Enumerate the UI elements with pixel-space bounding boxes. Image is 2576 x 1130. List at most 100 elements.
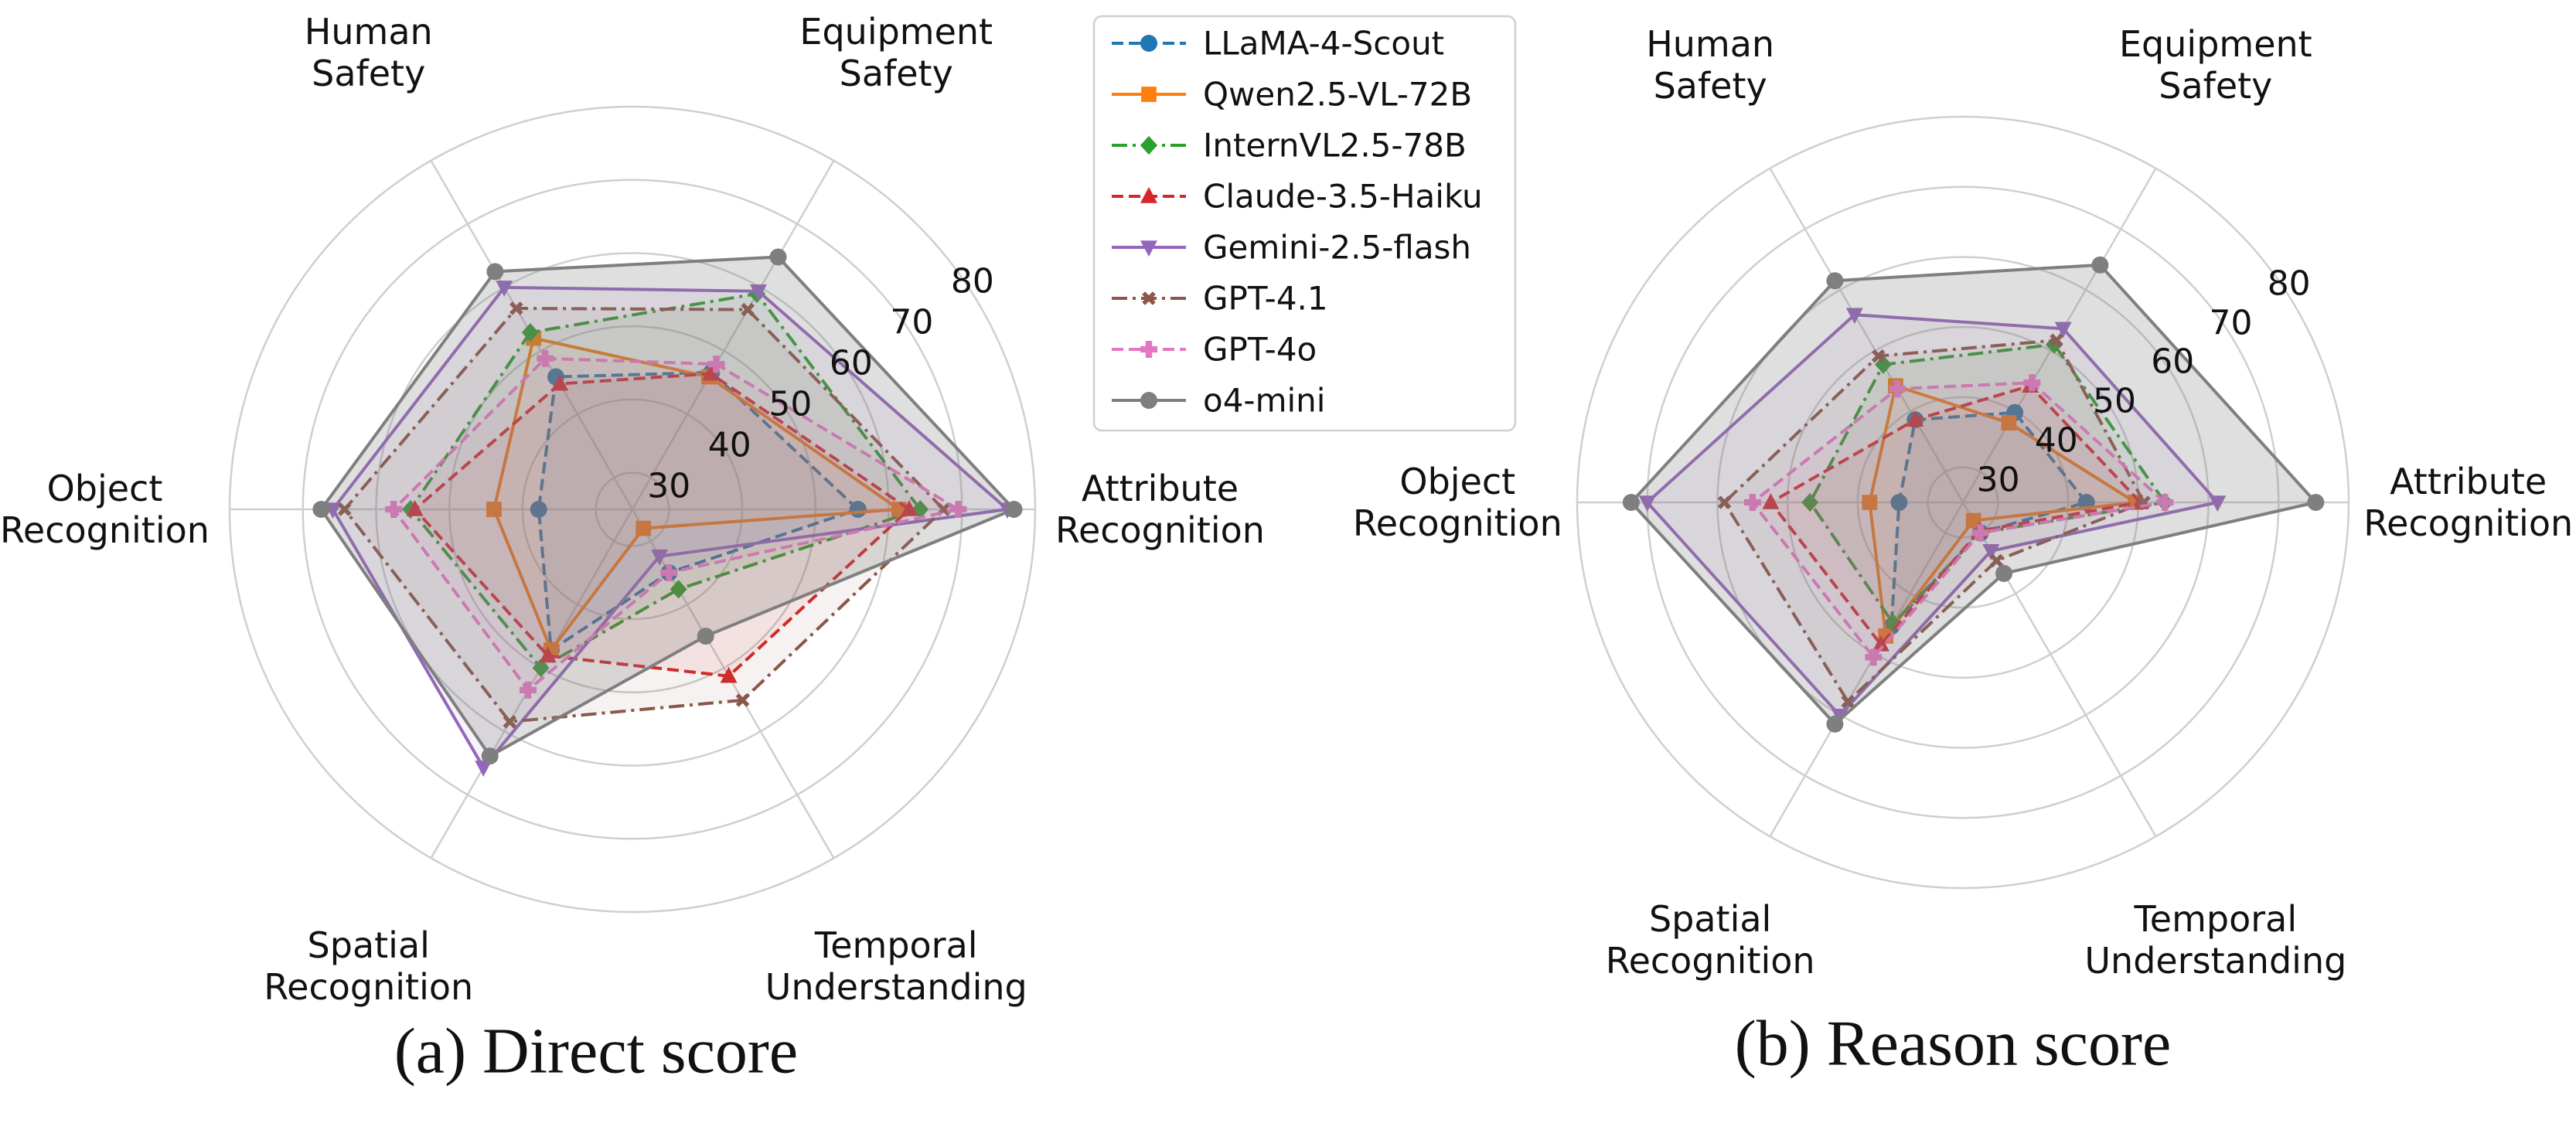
spoke — [430, 509, 634, 859]
data-point — [2054, 322, 2072, 339]
data-point — [735, 693, 750, 707]
spoke — [631, 160, 835, 510]
r-tick-label: 40 — [707, 425, 751, 465]
data-point — [481, 747, 499, 765]
r-tick-label: 50 — [2093, 381, 2137, 421]
legend-marker — [1142, 291, 1156, 305]
data-point — [1717, 495, 1732, 509]
axis-label: Object Recognition — [1352, 461, 1562, 544]
r-tick-label: 30 — [1976, 460, 2020, 500]
data-point — [539, 646, 557, 663]
spoke — [1769, 502, 1964, 837]
axis-label: Attribute Recognition — [1055, 468, 1265, 551]
data-point — [521, 323, 539, 342]
r-tick-label: 70 — [2209, 303, 2253, 343]
data-point — [2001, 415, 2017, 431]
data-point — [486, 263, 504, 281]
data-point — [651, 549, 669, 566]
axis-label: Equipment Safety — [799, 10, 993, 94]
data-point — [901, 499, 918, 516]
data-point — [503, 715, 517, 729]
data-point — [475, 761, 492, 777]
data-point — [2307, 494, 2325, 511]
data-point — [520, 681, 537, 699]
legend-box — [1092, 15, 1517, 432]
data-point — [707, 356, 725, 373]
legend-label: InternVL2.5-78B — [1203, 126, 1467, 165]
data-point — [1826, 272, 1844, 290]
data-point — [670, 580, 687, 599]
data-point — [2023, 374, 2041, 392]
axis-label: Attribute Recognition — [2363, 461, 2574, 544]
axis-label: Human Safety — [1646, 22, 1775, 107]
subplot-title: (b) Reason score — [1734, 1007, 2172, 1080]
data-point — [1005, 501, 1023, 518]
axis-label: Human Safety — [304, 10, 433, 94]
data-point — [1875, 355, 1893, 374]
data-point — [532, 658, 550, 678]
data-point — [2156, 494, 2174, 511]
data-point — [1638, 495, 1656, 512]
data-point — [1831, 708, 1849, 725]
data-point — [749, 284, 767, 301]
legend-marker — [1140, 240, 1157, 257]
data-point — [509, 301, 523, 315]
data-point — [496, 281, 513, 297]
r-tick-label: 80 — [2267, 264, 2311, 304]
r-tick-label: 30 — [647, 466, 691, 505]
legend-marker — [1140, 135, 1157, 155]
data-point — [1826, 715, 1844, 733]
data-point — [312, 501, 330, 518]
data-point — [2050, 333, 2063, 348]
data-point — [1982, 544, 2000, 560]
data-point — [337, 502, 352, 516]
data-point — [702, 364, 720, 381]
data-point — [1862, 495, 1878, 510]
legend-label: Qwen2.5-VL-72B — [1203, 75, 1473, 114]
data-point — [1971, 524, 1989, 542]
data-point — [385, 501, 403, 518]
data-point — [1995, 564, 2013, 582]
legend-label: o4-mini — [1203, 381, 1326, 420]
data-point — [660, 564, 678, 582]
data-point — [1845, 308, 1863, 325]
r-tick-label: 80 — [950, 261, 994, 301]
data-point — [530, 501, 547, 518]
r-tick-label: 40 — [2034, 420, 2078, 461]
legend-marker — [1141, 87, 1157, 102]
legend-marker — [1140, 392, 1157, 409]
r-tick-label: 60 — [2151, 342, 2195, 382]
data-point — [1841, 694, 1855, 709]
data-point — [486, 502, 502, 517]
data-point — [537, 349, 554, 367]
data-point — [1622, 494, 1640, 511]
subplot-title: (a) Direct score — [394, 1015, 799, 1087]
data-point — [697, 628, 714, 645]
r-tick-label: 50 — [768, 384, 813, 424]
axis-label: Equipment Safety — [2118, 22, 2312, 107]
legend-marker — [1140, 341, 1157, 358]
data-point — [769, 248, 787, 266]
legend-label: Claude-3.5-Haiku — [1203, 177, 1483, 216]
data-point — [1743, 494, 1761, 511]
data-point — [1989, 553, 2004, 568]
legend-marker — [1140, 186, 1157, 203]
data-point — [1872, 635, 1889, 652]
axis-label: Temporal Understanding — [2084, 898, 2347, 982]
data-point — [406, 499, 424, 516]
legend-label: GPT-4.1 — [1203, 279, 1328, 318]
spoke — [1769, 168, 1964, 503]
data-point — [949, 501, 967, 518]
axis-label: Object Recognition — [0, 468, 210, 551]
data-point — [720, 666, 738, 683]
data-point — [1890, 494, 1908, 511]
axis-label: Temporal Understanding — [765, 924, 1027, 1009]
data-point — [635, 520, 652, 536]
data-point — [1906, 410, 1924, 427]
legend-label: Gemini-2.5-flash — [1203, 228, 1472, 267]
legend-marker — [1140, 35, 1157, 52]
axis-label: Spatial Recognition — [1605, 898, 1815, 982]
data-point — [1871, 349, 1886, 363]
